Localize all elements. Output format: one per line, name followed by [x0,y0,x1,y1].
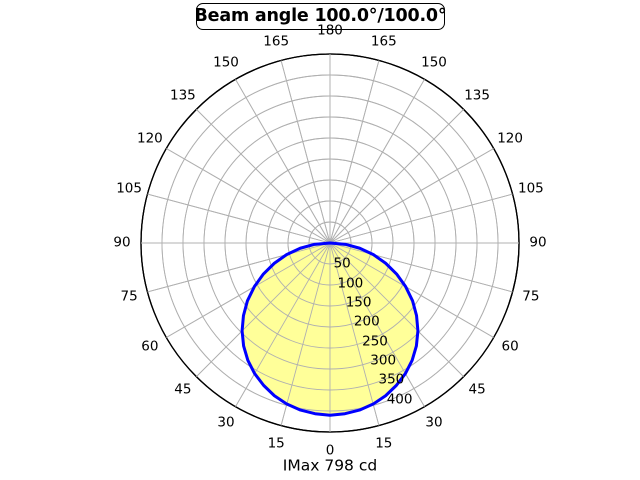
polar-gridlines-overlay [140,53,520,433]
angle-tick-label-180: 180 [317,22,343,39]
angle-tick-label-75: 75 [522,288,540,305]
polar-grid-spoke [329,148,494,244]
angle-tick-label-60: 60 [141,338,159,355]
angle-tick-label-105: 105 [518,180,544,197]
imax-caption: IMax 798 cd [282,456,378,475]
polar-grid-spoke [280,60,331,244]
polar-grid-spoke [147,193,331,244]
radial-tick-label-400: 400 [386,390,413,407]
distribution-curve [240,241,420,417]
polar-grid-spoke [329,242,425,407]
polar-grid-spoke [329,242,494,338]
polar-grid-spoke [196,109,331,244]
angle-tick-label-90: 90 [529,234,547,251]
polar-grid-spoke [329,242,380,426]
radial-tick-label-300: 300 [370,352,397,369]
polar-grid-spoke [329,109,464,244]
angle-tick-label-45: 45 [468,381,486,398]
angle-tick-label-45: 45 [174,381,192,398]
angle-tick-label-60: 60 [501,338,519,355]
polar-grid-spoke [329,79,425,244]
radial-tick-label-350: 350 [378,371,405,388]
radial-tick-label-100: 100 [337,274,364,291]
angle-tick-label-0: 0 [325,442,335,459]
angle-tick-label-120: 120 [497,130,523,147]
polar-grid-spoke [166,242,331,338]
angle-tick-label-105: 105 [116,180,142,197]
polar-grid-spoke [235,242,331,407]
radial-tick-label-250: 250 [362,332,388,349]
angle-tick-label-165: 165 [370,33,397,50]
angle-tick-label-165: 165 [263,33,290,50]
angle-tick-label-135: 135 [464,87,490,104]
angle-tick-label-90: 90 [113,234,131,251]
polar-grid-spoke [147,242,331,293]
radial-tick-label-200: 200 [353,313,380,330]
angle-tick-label-120: 120 [137,130,163,147]
polar-grid-spoke [280,242,331,426]
angle-tick-label-135: 135 [170,87,196,104]
angle-tick-label-30: 30 [425,414,443,431]
angle-tick-label-75: 75 [120,288,138,305]
polar-grid-spoke [329,242,464,377]
chart-title-box: Beam angle 100.0°/100.0° [194,3,447,30]
polar-grid-spoke [196,242,331,377]
chart-title: Beam angle 100.0°/100.0° [194,5,447,26]
angle-tick-label-150: 150 [213,54,239,71]
angle-tick-label-15: 15 [267,435,285,452]
polar-grid-spoke [329,60,380,244]
angle-tick-label-15: 15 [375,435,393,452]
polar-grid-spoke [235,79,331,244]
angle-tick-label-30: 30 [217,414,235,431]
radial-tick-label-50: 50 [333,255,351,272]
radial-tick-label-150: 150 [345,294,372,311]
angle-tick-label-150: 150 [421,54,447,71]
polar-grid-spoke [166,148,331,244]
polar-grid-spoke [329,242,513,293]
polar-grid-spoke [329,193,513,244]
